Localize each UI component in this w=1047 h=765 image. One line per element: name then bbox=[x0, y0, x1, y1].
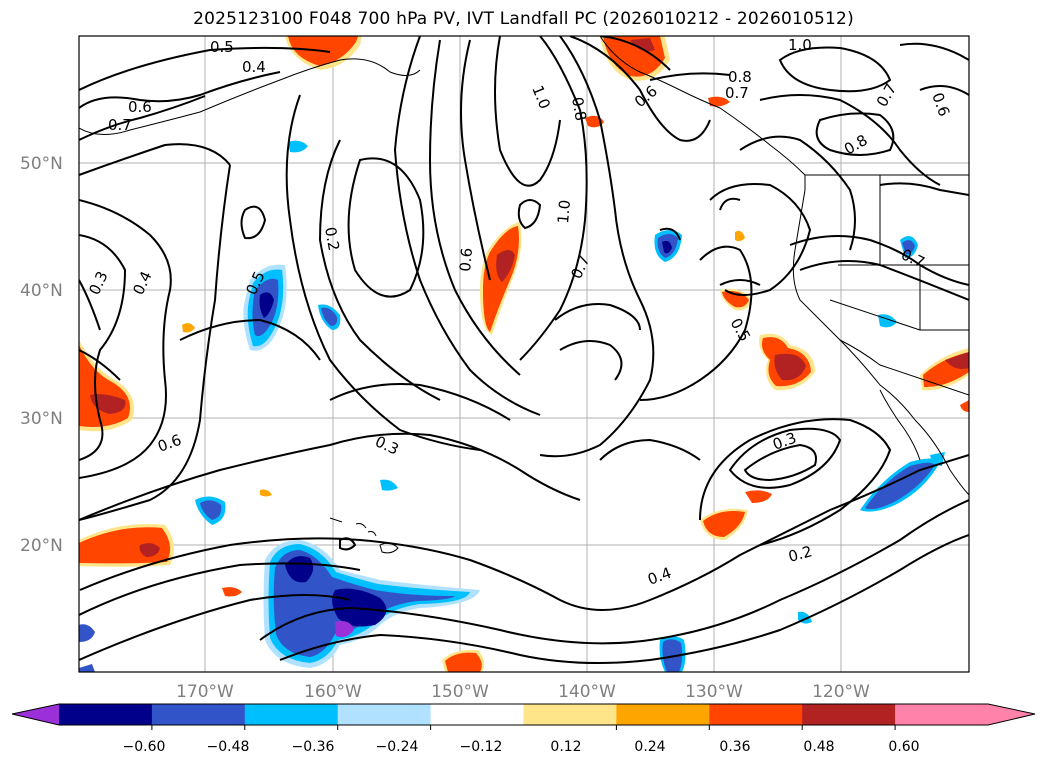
colorbar-tick-label: 0.60 bbox=[888, 739, 919, 755]
colorbar-tick-label: −0.12 bbox=[460, 739, 503, 755]
lon-label-130w: 130°W bbox=[685, 682, 743, 702]
contour-label: 0.7 bbox=[725, 84, 749, 102]
colorbar-tick-label: −0.36 bbox=[292, 739, 335, 755]
colorbar-tick-label: 0.24 bbox=[634, 739, 665, 755]
contour-label: 0.7 bbox=[108, 116, 132, 134]
contour-label: 1.0 bbox=[554, 199, 574, 224]
colorbar-cell bbox=[430, 704, 524, 725]
colorbar-tick-label: 0.12 bbox=[550, 739, 581, 755]
latitude-labels: 50°N 40°N 30°N 20°N bbox=[20, 154, 63, 556]
lat-label-40: 40°N bbox=[20, 281, 63, 301]
colorbar-tick-label: 0.48 bbox=[803, 739, 834, 755]
colorbar-cell bbox=[244, 704, 339, 725]
lat-label-20: 20°N bbox=[20, 536, 63, 556]
negative-anomaly-fills bbox=[79, 140, 945, 672]
colorbar-outline bbox=[11, 703, 1036, 726]
colorbar-extend-right bbox=[988, 704, 1035, 725]
contour-label: 0.5 bbox=[210, 38, 234, 56]
lon-label-150w: 150°W bbox=[431, 682, 489, 702]
lat-label-50: 50°N bbox=[20, 154, 63, 174]
coastlines bbox=[79, 36, 969, 554]
gridlines bbox=[79, 36, 969, 672]
pv-contours bbox=[79, 36, 969, 665]
map-border bbox=[78, 35, 970, 673]
contour-label: 0.8 bbox=[728, 68, 752, 86]
colorbar-cell bbox=[709, 704, 803, 725]
colorbar-cell bbox=[151, 704, 246, 725]
longitude-labels: 170°W 160°W 150°W 140°W 130°W 120°W bbox=[176, 682, 870, 702]
lon-label-140w: 140°W bbox=[558, 682, 616, 702]
map-background bbox=[79, 36, 969, 672]
lon-label-170w: 170°W bbox=[176, 682, 234, 702]
map-title: 2025123100 F048 700 hPa PV, IVT Landfall… bbox=[193, 9, 854, 29]
lon-label-160w: 160°W bbox=[304, 682, 362, 702]
contour-label: 0.6 bbox=[456, 247, 476, 272]
contour-label: 0.8 bbox=[568, 96, 590, 123]
colorbar: −0.60 −0.48 −0.36 −0.24 −0.12 0.12 0.24 … bbox=[11, 703, 1036, 755]
colorbar-extend-left bbox=[12, 704, 59, 725]
contour-label: 0.2 bbox=[786, 542, 814, 566]
lon-label-120w: 120°W bbox=[812, 682, 870, 702]
colorbar-ticks: −0.60 −0.48 −0.36 −0.24 −0.12 0.12 0.24 … bbox=[123, 739, 920, 755]
colorbar-cell bbox=[802, 704, 896, 725]
contour-label: 0.2 bbox=[321, 226, 343, 253]
contour-label: 1.0 bbox=[788, 36, 812, 54]
colorbar-cell bbox=[895, 704, 989, 725]
contour-label: 0.4 bbox=[242, 58, 266, 76]
colorbar-tick-label: 0.36 bbox=[719, 739, 750, 755]
positive-anomaly-fills bbox=[79, 36, 969, 672]
colorbar-cell bbox=[616, 704, 710, 725]
colorbar-cells bbox=[59, 704, 989, 725]
colorbar-cell bbox=[523, 704, 617, 725]
colorbar-tick-label: −0.24 bbox=[376, 739, 419, 755]
colorbar-cell bbox=[337, 704, 432, 725]
colorbar-cell bbox=[59, 704, 153, 725]
colorbar-tick-label: −0.60 bbox=[123, 739, 166, 755]
colorbar-tick-label: −0.48 bbox=[207, 739, 250, 755]
contour-label: 0.6 bbox=[128, 98, 152, 116]
lat-label-30: 30°N bbox=[20, 409, 63, 429]
